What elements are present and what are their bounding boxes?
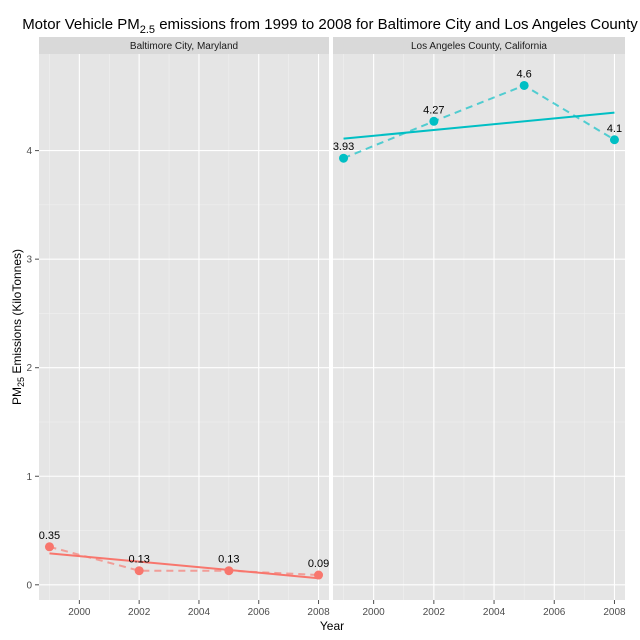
data-point: [314, 570, 324, 580]
y-tick-label: 1: [26, 472, 32, 483]
facet-panel-baltimore: [39, 54, 329, 600]
chart-title-prefix: Motor Vehicle PM: [22, 16, 140, 33]
x-tick-label: 2008: [307, 607, 330, 618]
data-point: [134, 566, 144, 576]
data-point: [224, 566, 234, 576]
trend-line: [343, 111, 615, 140]
data-label: 4.27: [423, 104, 444, 116]
facet-strip-los-angeles: [333, 37, 625, 54]
data-label: 3.93: [333, 141, 354, 153]
data-label: 0.35: [39, 530, 60, 542]
data-point: [339, 153, 349, 163]
x-tick-label: 2004: [188, 607, 211, 618]
y-tick-label: 3: [26, 255, 32, 266]
chart-title: Motor Vehicle PM2.5 emissions from 1999 …: [22, 16, 638, 36]
chart-title-subscript: 2.5: [140, 24, 155, 36]
y-axis-title-prefix: PM: [10, 387, 24, 405]
facet-panel-los-angeles: [333, 54, 625, 600]
facet-strip-label-baltimore: Baltimore City, Maryland: [130, 41, 238, 52]
x-axis: 2000 2002 2004 2006 2008 2000 2002 2004 2006 2008: [68, 600, 626, 618]
facet-strip-label-los-angeles: Los Angeles County, California: [411, 41, 547, 52]
x-tick-label: 2002: [423, 607, 446, 618]
y-tick-label: 0: [26, 580, 32, 591]
data-label: 0.09: [308, 558, 329, 570]
data-point: [429, 116, 439, 126]
trend-line: [49, 552, 319, 580]
plot-area-baltimore: 0.35 0.13 0.13 0.09: [39, 54, 329, 600]
y-tick-label: 2: [26, 363, 32, 374]
data-point: [44, 542, 54, 552]
chart-title-suffix: emissions from 1999 to 2008 for Baltimor…: [155, 16, 638, 33]
data-point: [519, 80, 529, 90]
data-label: 4.6: [517, 68, 532, 80]
y-axis-title-suffix: Emissions (KiloTonnes): [10, 249, 24, 377]
x-tick-label: 2002: [128, 607, 151, 618]
plot-area-los-angeles: 3.93 4.27 4.6 4.1: [333, 54, 625, 600]
x-tick-label: 2000: [363, 607, 386, 618]
x-tick-label: 2004: [483, 607, 506, 618]
data-label: 0.13: [128, 554, 149, 566]
x-tick-label: 2000: [68, 607, 91, 618]
data-label: 0.13: [218, 554, 239, 566]
data-point: [609, 135, 619, 145]
data-label: 4.1: [607, 123, 622, 135]
facet-strip-baltimore: [39, 37, 329, 54]
x-tick-label: 2006: [248, 607, 271, 618]
x-tick-label: 2008: [603, 607, 626, 618]
series-line: [49, 545, 319, 577]
y-axis: 0 1 2 3 4: [26, 146, 39, 591]
x-axis-title: Year: [320, 619, 344, 633]
y-axis-title-subscript: 25: [16, 377, 26, 387]
y-tick-label: 4: [26, 146, 32, 157]
y-axis-title: PM25 Emissions (KiloTonnes): [10, 249, 26, 405]
x-tick-label: 2006: [543, 607, 566, 618]
series-line: [343, 84, 615, 160]
